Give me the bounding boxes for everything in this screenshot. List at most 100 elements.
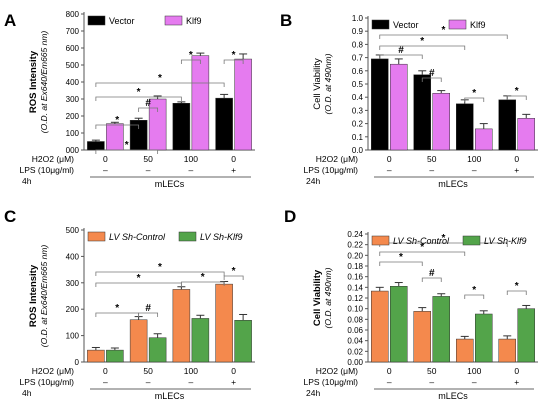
y-tick-label: 0.8 xyxy=(352,40,364,49)
legend-swatch xyxy=(462,235,481,246)
y-tick-label: 300 xyxy=(66,95,80,104)
y-tick-label: 0.04 xyxy=(347,337,363,346)
x-tick-label: 100 xyxy=(467,154,481,164)
bar xyxy=(191,318,210,363)
bar xyxy=(234,58,252,151)
bar xyxy=(390,63,408,151)
y-tick-label: 0.08 xyxy=(347,315,363,324)
bar xyxy=(172,103,191,151)
bar xyxy=(390,286,408,363)
significance-mark: * xyxy=(399,252,403,263)
y-tick-label: 0.22 xyxy=(347,241,363,250)
x-tick-label: 100 xyxy=(184,154,198,164)
significance-mark: * xyxy=(232,50,236,61)
significance-bracket xyxy=(138,107,159,112)
bar xyxy=(234,320,252,363)
y-tick-label: 300 xyxy=(66,279,80,288)
y-tick-label: 400 xyxy=(66,252,80,261)
legend-label: Vector xyxy=(393,20,419,30)
lps-value: – xyxy=(189,377,194,387)
y-tick-label: 800 xyxy=(66,10,80,19)
group-label: mLECs xyxy=(155,391,185,401)
y-tick-label: 0.4 xyxy=(352,93,364,102)
lps-value: – xyxy=(387,377,392,387)
y-axis-label: Cell Viability xyxy=(312,269,323,326)
lps-value: + xyxy=(231,377,236,387)
significance-bracket xyxy=(95,271,225,276)
significance-mark: * xyxy=(442,25,446,36)
significance-mark: # xyxy=(398,45,404,56)
legend-label: LV Sh-Klf9 xyxy=(200,232,243,242)
lps-value: – xyxy=(189,165,194,175)
y-tick-label: 0.18 xyxy=(347,262,363,271)
h2o2-row-label: H2O2 (μM) xyxy=(316,366,358,376)
bar xyxy=(475,128,493,151)
significance-bracket xyxy=(379,251,466,256)
y-tick-label: 0.9 xyxy=(352,27,364,36)
legend-label: Klf9 xyxy=(186,16,202,26)
y-tick-label: 0.06 xyxy=(347,326,363,335)
y-tick-label: 0.24 xyxy=(347,230,363,239)
significance-mark: * xyxy=(515,86,519,97)
bar xyxy=(191,55,210,151)
x-tick-label: 50 xyxy=(427,154,437,164)
x-tick-label: 0 xyxy=(231,366,236,376)
significance-mark: * xyxy=(125,140,129,151)
x-tick-label: 0 xyxy=(231,154,236,164)
legend-swatch xyxy=(448,19,467,30)
lps-row-label: LPS (10μg/ml) xyxy=(20,165,75,175)
y-tick-label: 0.0 xyxy=(352,146,364,155)
y-tick-label: 700 xyxy=(66,27,80,36)
bar xyxy=(371,290,389,363)
y-tick-label: 0.5 xyxy=(352,80,364,89)
y-axis-sublabel: (O.D. at 490nm) xyxy=(323,267,333,328)
panel-B: B Cell Viability (O.D. at 490nm) 0.0 0.1 0.2 0… xyxy=(280,11,538,189)
significance-mark: * xyxy=(158,73,162,84)
y-tick-label: 0.20 xyxy=(347,251,363,260)
x-tick-label: 100 xyxy=(467,366,481,376)
panel-letter: B xyxy=(280,11,292,30)
x-tick-label: 0 xyxy=(514,366,519,376)
time-label: 24h xyxy=(306,388,320,398)
significance-mark: * xyxy=(472,285,476,296)
significance-mark: * xyxy=(420,242,424,253)
legend-swatch xyxy=(87,15,106,26)
bar xyxy=(456,338,474,363)
x-tick-label: 0 xyxy=(387,154,392,164)
lps-value: + xyxy=(231,165,236,175)
lps-value: – xyxy=(146,165,151,175)
significance-bracket xyxy=(223,59,244,64)
bar xyxy=(371,58,389,151)
bar xyxy=(172,289,191,363)
bar xyxy=(456,103,474,151)
lps-row-label: LPS (10μg/ml) xyxy=(304,165,359,175)
significance-mark: # xyxy=(145,98,151,109)
y-axis-label: ROS Intensity xyxy=(28,50,39,113)
y-tick-label: 0.12 xyxy=(347,294,363,303)
significance-mark: * xyxy=(189,50,193,61)
significance-bracket xyxy=(421,277,442,282)
h2o2-row-label: H2O2 (μM) xyxy=(32,366,74,376)
time-label: 4h xyxy=(22,388,32,398)
bar xyxy=(475,313,493,363)
significance-bracket xyxy=(379,45,466,50)
significance-mark: * xyxy=(515,281,519,292)
y-axis-sublabel: (O.D. at Ex640/Em665 nm) xyxy=(39,31,49,134)
legend-swatch xyxy=(371,235,390,246)
x-tick-label: 0 xyxy=(103,366,108,376)
bar xyxy=(498,99,516,151)
legend-swatch xyxy=(371,19,390,30)
significance-bracket xyxy=(95,124,140,129)
bar xyxy=(517,118,535,151)
significance-mark: * xyxy=(137,87,141,98)
group-label: mLECs xyxy=(438,391,468,401)
y-tick-label: 400 xyxy=(66,78,80,87)
y-tick-label: 600 xyxy=(66,44,80,53)
significance-mark: * xyxy=(158,262,162,273)
significance-bracket xyxy=(464,97,485,102)
bar xyxy=(129,319,148,363)
x-tick-label: 0 xyxy=(103,154,108,164)
significance-bracket xyxy=(379,261,423,266)
